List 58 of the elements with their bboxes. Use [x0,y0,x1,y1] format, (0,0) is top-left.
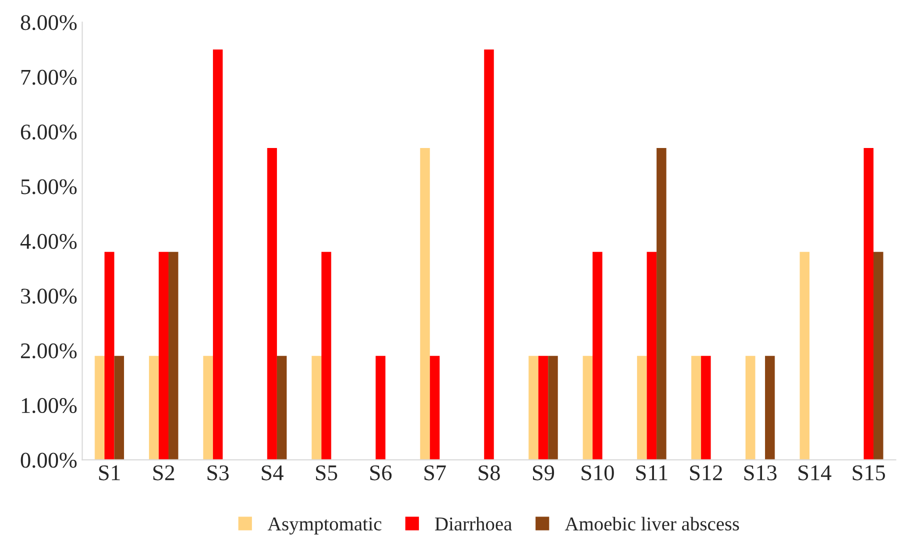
legend-label: Asymptomatic [268,517,382,535]
bar [582,356,593,460]
x-tick-label: S7 [424,465,446,480]
bar [158,252,168,460]
bar [548,356,558,460]
bar [94,356,104,460]
bar [864,148,874,460]
legend-label: Amoebic liver abscess [564,516,739,531]
x-tick-label: S9 [532,465,554,480]
bar [168,252,178,460]
bar [646,252,657,460]
bar [267,148,277,460]
bar [376,356,386,460]
bar [312,356,322,460]
bar [592,252,602,460]
bar [691,356,702,460]
y-tick-label: 3.00% [21,288,77,304]
x-tick-label: S1 [99,465,120,480]
y-tick-label: 1.00% [22,398,77,414]
bar [276,356,287,460]
x-tick-label: S5 [316,465,338,480]
bar [538,356,548,460]
x-tick-label: S12 [690,465,722,480]
bar [765,356,775,460]
bar [148,356,159,460]
y-tick-label: 4.00% [20,234,77,250]
x-tick-label: S15 [852,465,886,480]
y-tick-label: 7.00% [21,70,77,85]
bar [430,356,440,460]
y-tick-label: 6.00% [20,124,77,140]
bar [800,252,810,460]
bar [873,252,884,460]
bar [212,50,223,460]
x-tick-label: S13 [744,465,777,480]
y-tick-label: 2.00% [20,343,77,358]
bar [484,50,494,460]
x-tick-label: S4 [262,465,284,480]
legend-label: Diarrhoea [435,516,512,531]
x-tick-label: S3 [208,465,229,480]
x-tick-label: S2 [153,465,174,480]
x-tick-label: S10 [582,465,614,480]
x-tick-label: S8 [478,465,500,480]
y-tick-label: 5.00% [21,179,77,194]
bar [114,356,124,460]
bar [420,148,430,460]
x-tick-label: S11 [636,465,668,480]
y-tick-label: 8.00% [20,15,77,30]
bar [746,356,756,460]
bar [528,356,538,460]
bar [203,356,213,460]
bar [656,148,666,460]
bar [321,252,332,460]
bar [701,356,711,460]
y-tick-label: 0.00% [20,452,77,468]
x-tick-label: S14 [798,465,832,480]
bar [104,252,114,460]
x-tick-label: S6 [370,465,392,480]
bar [637,356,647,460]
